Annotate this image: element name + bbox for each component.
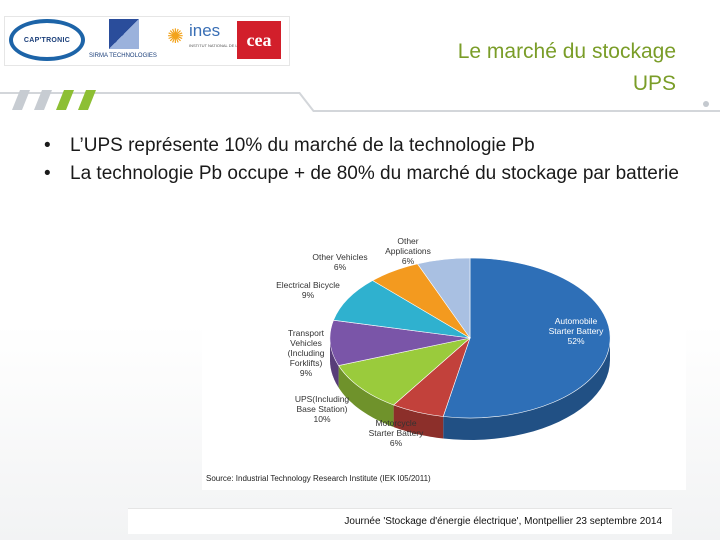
footer-text: Journée 'Stockage d'énergie électrique',…	[344, 516, 662, 527]
pie-slice-label: Automobile Starter Battery 52%	[549, 316, 605, 346]
pie-slice-label: Other Vehicles 6%	[312, 252, 367, 272]
partner-logos: CAP'TRONIC SIRMA TECHNOLOGIES ✺ ines INS…	[4, 16, 290, 66]
sirma-logo-text: SIRMA TECHNOLOGIES	[89, 53, 157, 59]
pie-slice-side	[330, 338, 339, 388]
pie-slice-label: Electrical Bicycle 9%	[276, 280, 340, 300]
pie-chart: Automobile Starter Battery 52% Motorcycle St…	[276, 236, 611, 448]
ines-logo: ✺ ines INSTITUT NATIONAL DE L'ÉNERGIE SO…	[165, 21, 275, 61]
pie-slice	[416, 257, 471, 339]
band-stripe-1	[12, 90, 30, 110]
market-share-figure: Automobile Starter Battery 52% Motorcycle St…	[202, 228, 686, 490]
band-stripe-3	[56, 90, 74, 110]
bullet-dot: •	[44, 135, 51, 156]
ines-logo-subtext: INSTITUT NATIONAL DE L'ÉNERGIE SOLAIRE	[189, 43, 275, 48]
bullet-item: • La technologie Pb occupe + de 80% du m…	[44, 160, 684, 188]
header-decoration	[0, 90, 720, 112]
pie-slice-side	[393, 405, 444, 439]
sirma-mark-icon	[109, 19, 139, 49]
captronic-logo-text: CAP'TRONIC	[23, 36, 71, 44]
bullet-dot: •	[44, 163, 51, 184]
band-stripe-4	[78, 90, 96, 110]
band-stripe-2	[34, 90, 52, 110]
bullet-text: La technologie Pb occupe + de 80% du mar…	[70, 163, 679, 184]
slide-title: Le marché du stockage UPS	[336, 36, 676, 100]
cea-logo-text: cea	[246, 29, 272, 50]
pie-slice	[333, 280, 471, 339]
pie-slice	[329, 319, 471, 366]
sirma-technologies-logo: SIRMA TECHNOLOGIES	[89, 19, 159, 63]
pie-slice-label: Transport Vehicles (Including Forklifts) 9%	[288, 328, 325, 378]
bullet-text: L’UPS représente 10% du marché de la tec…	[70, 135, 535, 156]
sun-icon: ✺	[167, 26, 184, 48]
pie-slice	[338, 337, 472, 406]
pie-slice-label: UPS(Including Base Station) 10%	[295, 394, 350, 424]
chart-source: Source: Industrial Technology Research I…	[206, 474, 431, 483]
band-end-dot	[703, 101, 709, 107]
pie-slice-side	[338, 365, 394, 427]
slide-title-line-2: UPS	[632, 72, 676, 95]
captronic-logo: CAP'TRONIC	[9, 19, 85, 61]
pie-slice	[442, 257, 611, 419]
bullet-item: • L’UPS représente 10% du marché de la t…	[44, 132, 684, 160]
ines-logo-text: ines	[189, 21, 221, 40]
slide-footer: Journée 'Stockage d'énergie électrique',…	[128, 508, 672, 534]
pie-slice-side	[443, 338, 610, 440]
header-rule	[0, 92, 720, 112]
pie-slice-label: Motorcycle Starter Battery 6%	[369, 418, 425, 448]
cea-logo: cea	[237, 21, 281, 59]
slide-title-line-1: Le marché du stockage	[457, 40, 676, 63]
bullet-list: • L’UPS représente 10% du marché de la t…	[44, 132, 684, 188]
pie-slice-label: Other Applications 6%	[385, 236, 431, 266]
